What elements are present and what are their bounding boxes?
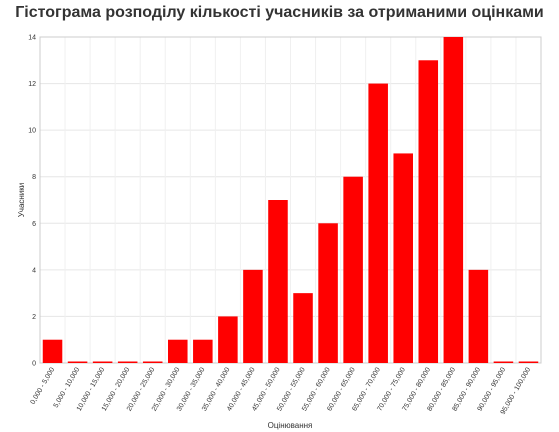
bar-4 <box>117 361 138 363</box>
y-tick-label: 12 <box>28 81 36 88</box>
y-tick-label: 6 <box>32 221 36 228</box>
bar-13 <box>343 176 363 363</box>
bar-7 <box>193 339 213 363</box>
plot-frame <box>39 36 542 364</box>
y-tick-label: 4 <box>32 267 36 274</box>
bar-2 <box>67 361 88 363</box>
y-tick-label: 0 <box>32 361 36 368</box>
bar-19 <box>493 361 514 363</box>
y-axis-label: Учасники <box>17 183 26 218</box>
bar-9 <box>243 269 263 363</box>
y-tick-label: 2 <box>32 314 36 321</box>
bar-16 <box>418 60 439 364</box>
bar-10 <box>268 200 288 363</box>
bar-20 <box>518 361 539 363</box>
y-tick-label: 8 <box>32 174 36 181</box>
grid-lines <box>39 36 542 364</box>
bar-3 <box>92 361 113 363</box>
y-axis-ticks: 0 2 4 6 8 10 12 14 <box>28 35 36 368</box>
x-tick-label: 0,000 - 5,000 <box>30 366 57 405</box>
bar-15 <box>393 153 413 363</box>
y-tick-label: 10 <box>28 128 36 135</box>
bar-11 <box>293 293 313 363</box>
bar-17 <box>443 37 464 363</box>
y-tick-label: 14 <box>28 35 36 42</box>
chart-title: Гістограма розподілу кількості учасників… <box>15 4 544 21</box>
bar-8 <box>218 316 238 363</box>
bar-6 <box>168 339 188 363</box>
bar-12 <box>318 223 338 363</box>
bar-18 <box>468 269 489 363</box>
x-tick-label: 5,000 - 10,000 <box>53 366 82 409</box>
bar-1 <box>42 339 63 363</box>
bars <box>42 37 539 364</box>
bar-14 <box>368 83 388 364</box>
x-axis-label: Оцінювання <box>268 421 313 430</box>
bar-5 <box>142 361 163 363</box>
